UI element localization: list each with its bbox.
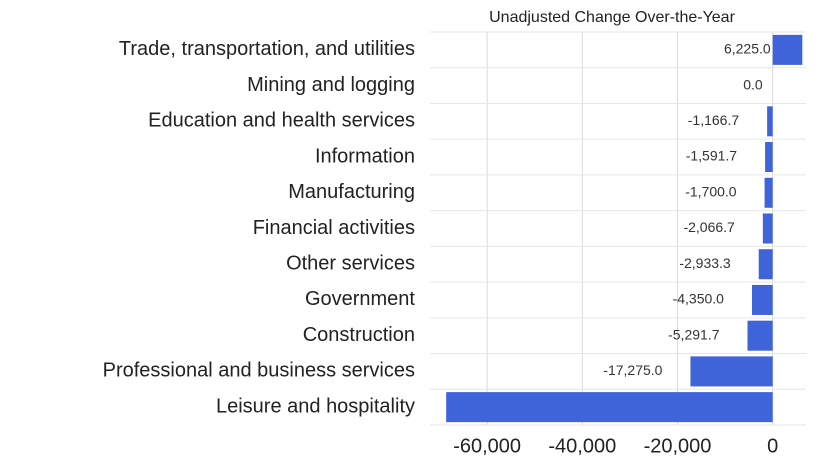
x-tick-label: -40,000: [548, 435, 616, 457]
y-tick-label: Trade, transportation, and utilities: [119, 38, 415, 60]
y-tick-label: Construction: [303, 324, 415, 346]
value-label: -2,933.3: [679, 255, 731, 271]
value-label: 6,225.0: [724, 41, 771, 57]
y-tick-label: Financial activities: [253, 217, 415, 239]
value-label: -1,166.7: [688, 112, 740, 128]
y-tick-label: Information: [315, 145, 415, 167]
y-tick-label: Manufacturing: [288, 181, 415, 203]
x-tick-label: -60,000: [453, 435, 521, 457]
bar: [764, 177, 773, 208]
y-tick-label: Mining and logging: [247, 74, 415, 96]
bar: [751, 284, 773, 315]
bar: [767, 106, 773, 137]
x-tick-label: 0: [767, 435, 778, 457]
value-label: -1,591.7: [686, 148, 738, 164]
y-tick-label: Leisure and hospitality: [216, 395, 415, 417]
bar: [446, 392, 773, 423]
value-label: -17,275.0: [603, 362, 662, 378]
value-label: 0.0: [743, 76, 763, 92]
bar: [690, 356, 773, 387]
value-label: -5,291.7: [668, 326, 720, 342]
chart-title: Unadjusted Change Over-the-Year: [489, 9, 735, 26]
bar: [758, 249, 773, 280]
y-tick-label: Government: [305, 288, 415, 310]
bar: [747, 320, 773, 351]
y-tick-label: Professional and business services: [103, 360, 415, 382]
bar: [762, 213, 773, 244]
bar: [772, 34, 803, 65]
value-label: -4,350.0: [673, 291, 725, 307]
y-tick-label: Education and health services: [148, 110, 415, 132]
y-tick-label: Other services: [286, 253, 415, 275]
bar: [765, 142, 773, 173]
x-tick-label: -20,000: [644, 435, 712, 457]
value-label: -2,066.7: [683, 219, 735, 235]
value-label: -1,700.0: [685, 183, 737, 199]
